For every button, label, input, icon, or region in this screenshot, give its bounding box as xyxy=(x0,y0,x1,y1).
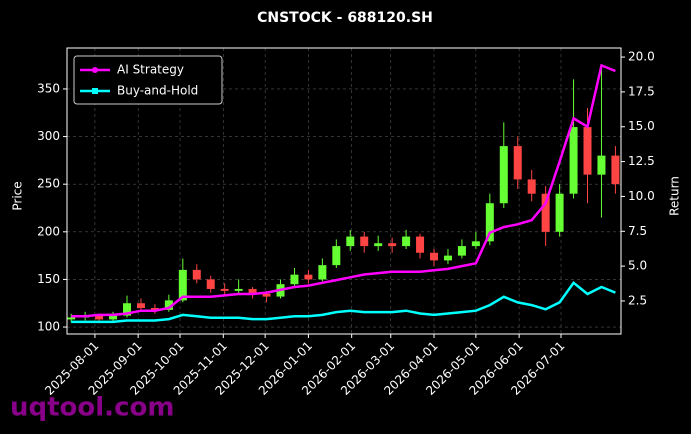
candle-body xyxy=(527,179,536,194)
legend-box xyxy=(73,55,223,105)
legend-label: Buy-and-Hold xyxy=(117,84,198,98)
y2-tick-label: 5.0 xyxy=(628,259,647,273)
y-tick-label: 100 xyxy=(37,320,60,334)
candle-body xyxy=(346,236,355,247)
candle-body xyxy=(388,243,397,247)
candle-body xyxy=(220,288,229,291)
candle-body xyxy=(457,246,466,256)
y2-tick-label: 10.0 xyxy=(628,189,655,203)
candle-body xyxy=(290,274,299,285)
candle-body xyxy=(360,236,369,247)
y2-axis-label: Return xyxy=(668,176,682,216)
y2-tick-label: 12.5 xyxy=(628,154,655,168)
y-tick-label: 300 xyxy=(37,129,60,143)
candle-body xyxy=(95,315,104,320)
candle-body xyxy=(443,255,452,261)
y2-tick-label: 15.0 xyxy=(628,119,655,133)
candle-body xyxy=(611,155,620,185)
candle-body xyxy=(555,193,564,232)
candle-body xyxy=(499,146,508,204)
legend: AI Strategy Buy-and-Hold xyxy=(73,55,223,105)
return-line xyxy=(71,280,616,324)
candle-body xyxy=(402,236,411,247)
y-tick-label: 250 xyxy=(37,177,60,191)
candle-body xyxy=(150,308,159,310)
candle-body xyxy=(123,303,132,316)
candle-body xyxy=(332,246,341,266)
y2-tick-label: 17.5 xyxy=(628,84,655,98)
candle-body xyxy=(304,274,313,280)
candle-body xyxy=(471,241,480,247)
y-tick-label: 150 xyxy=(37,272,60,286)
y-tick-label: 350 xyxy=(37,81,60,95)
legend-marker xyxy=(92,88,98,94)
legend-marker xyxy=(92,67,98,73)
return-line xyxy=(71,63,616,318)
candle-body xyxy=(583,127,592,175)
candle-body xyxy=(67,317,76,320)
candle-body xyxy=(192,269,201,280)
candle-body xyxy=(234,288,243,291)
y-axis-label: Price xyxy=(11,181,25,210)
candle-body xyxy=(513,146,522,180)
candle-body xyxy=(262,293,271,297)
watermark: uqtool.com xyxy=(10,393,174,423)
candle-body xyxy=(248,288,257,294)
y-tick-label: 200 xyxy=(37,224,60,238)
chart-title: CNSTOCK - 688120.SH xyxy=(257,10,433,26)
candle-body xyxy=(178,269,187,301)
candle-body xyxy=(569,127,578,194)
candle-body xyxy=(416,236,425,253)
y2-tick-label: 20.0 xyxy=(628,50,655,64)
y2-tick-label: 7.5 xyxy=(628,224,647,238)
candle-body xyxy=(318,265,327,280)
candle-body xyxy=(136,303,145,308)
candle-body xyxy=(109,315,118,320)
candle-body xyxy=(374,243,383,247)
candle-body xyxy=(597,155,606,175)
plot-frame xyxy=(66,47,622,335)
candle-body xyxy=(485,203,494,242)
candle-body xyxy=(206,279,215,289)
candle-body xyxy=(164,300,173,310)
y2-tick-label: 2.5 xyxy=(628,293,647,307)
candle-body xyxy=(430,252,439,261)
legend-label: AI Strategy xyxy=(117,63,184,77)
candle-body xyxy=(541,193,550,232)
